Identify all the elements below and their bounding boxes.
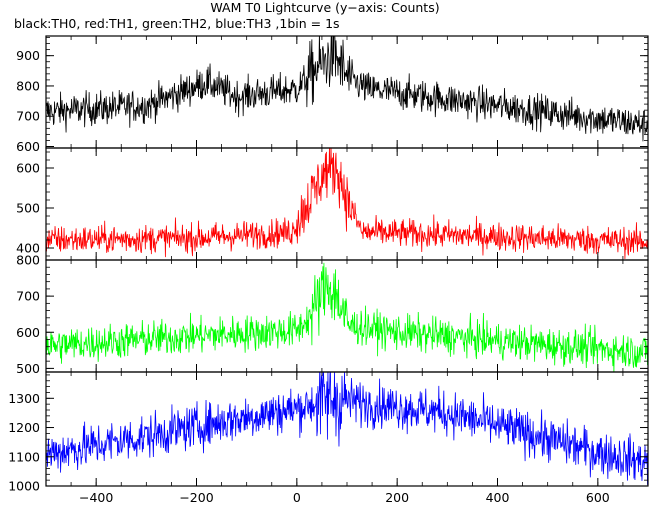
y-tick-label: 1000	[8, 479, 40, 494]
x-tick-label: 200	[385, 490, 409, 505]
series-th1-line	[46, 148, 648, 259]
y-tick-label: 800	[16, 78, 40, 93]
y-tick-label: 500	[16, 361, 40, 376]
y-tick-label: 1200	[8, 420, 40, 435]
y-tick-label: 700	[16, 109, 40, 124]
x-tick-label: −400	[79, 490, 113, 505]
y-tick-label: 500	[16, 201, 40, 216]
series-th3-line	[46, 372, 648, 485]
series-th0-line	[46, 36, 648, 142]
x-tick-label: 400	[486, 490, 510, 505]
x-tick-label: 600	[586, 490, 610, 505]
y-tick-label: 600	[16, 139, 40, 154]
y-tick-label: 800	[16, 253, 40, 268]
chart-title: WAM T0 Lightcurve (y−axis: Counts)	[210, 0, 440, 15]
y-tick-label: 900	[16, 48, 40, 63]
x-tick-label: 0	[293, 490, 301, 505]
y-tick-label: 1100	[8, 449, 40, 464]
panel-th3-frame	[45, 371, 649, 487]
y-tick-label: 600	[16, 325, 40, 340]
y-tick-label: 600	[16, 161, 40, 176]
panel-th0-frame	[45, 35, 649, 149]
y-tick-label: 700	[16, 289, 40, 304]
y-tick-label: 400	[16, 241, 40, 256]
series-th2-line	[46, 262, 648, 372]
chart-subtitle: black:TH0, red:TH1, green:TH2, blue:TH3 …	[14, 16, 340, 31]
x-tick-label: −200	[179, 490, 213, 505]
y-tick-label: 1300	[8, 391, 40, 406]
